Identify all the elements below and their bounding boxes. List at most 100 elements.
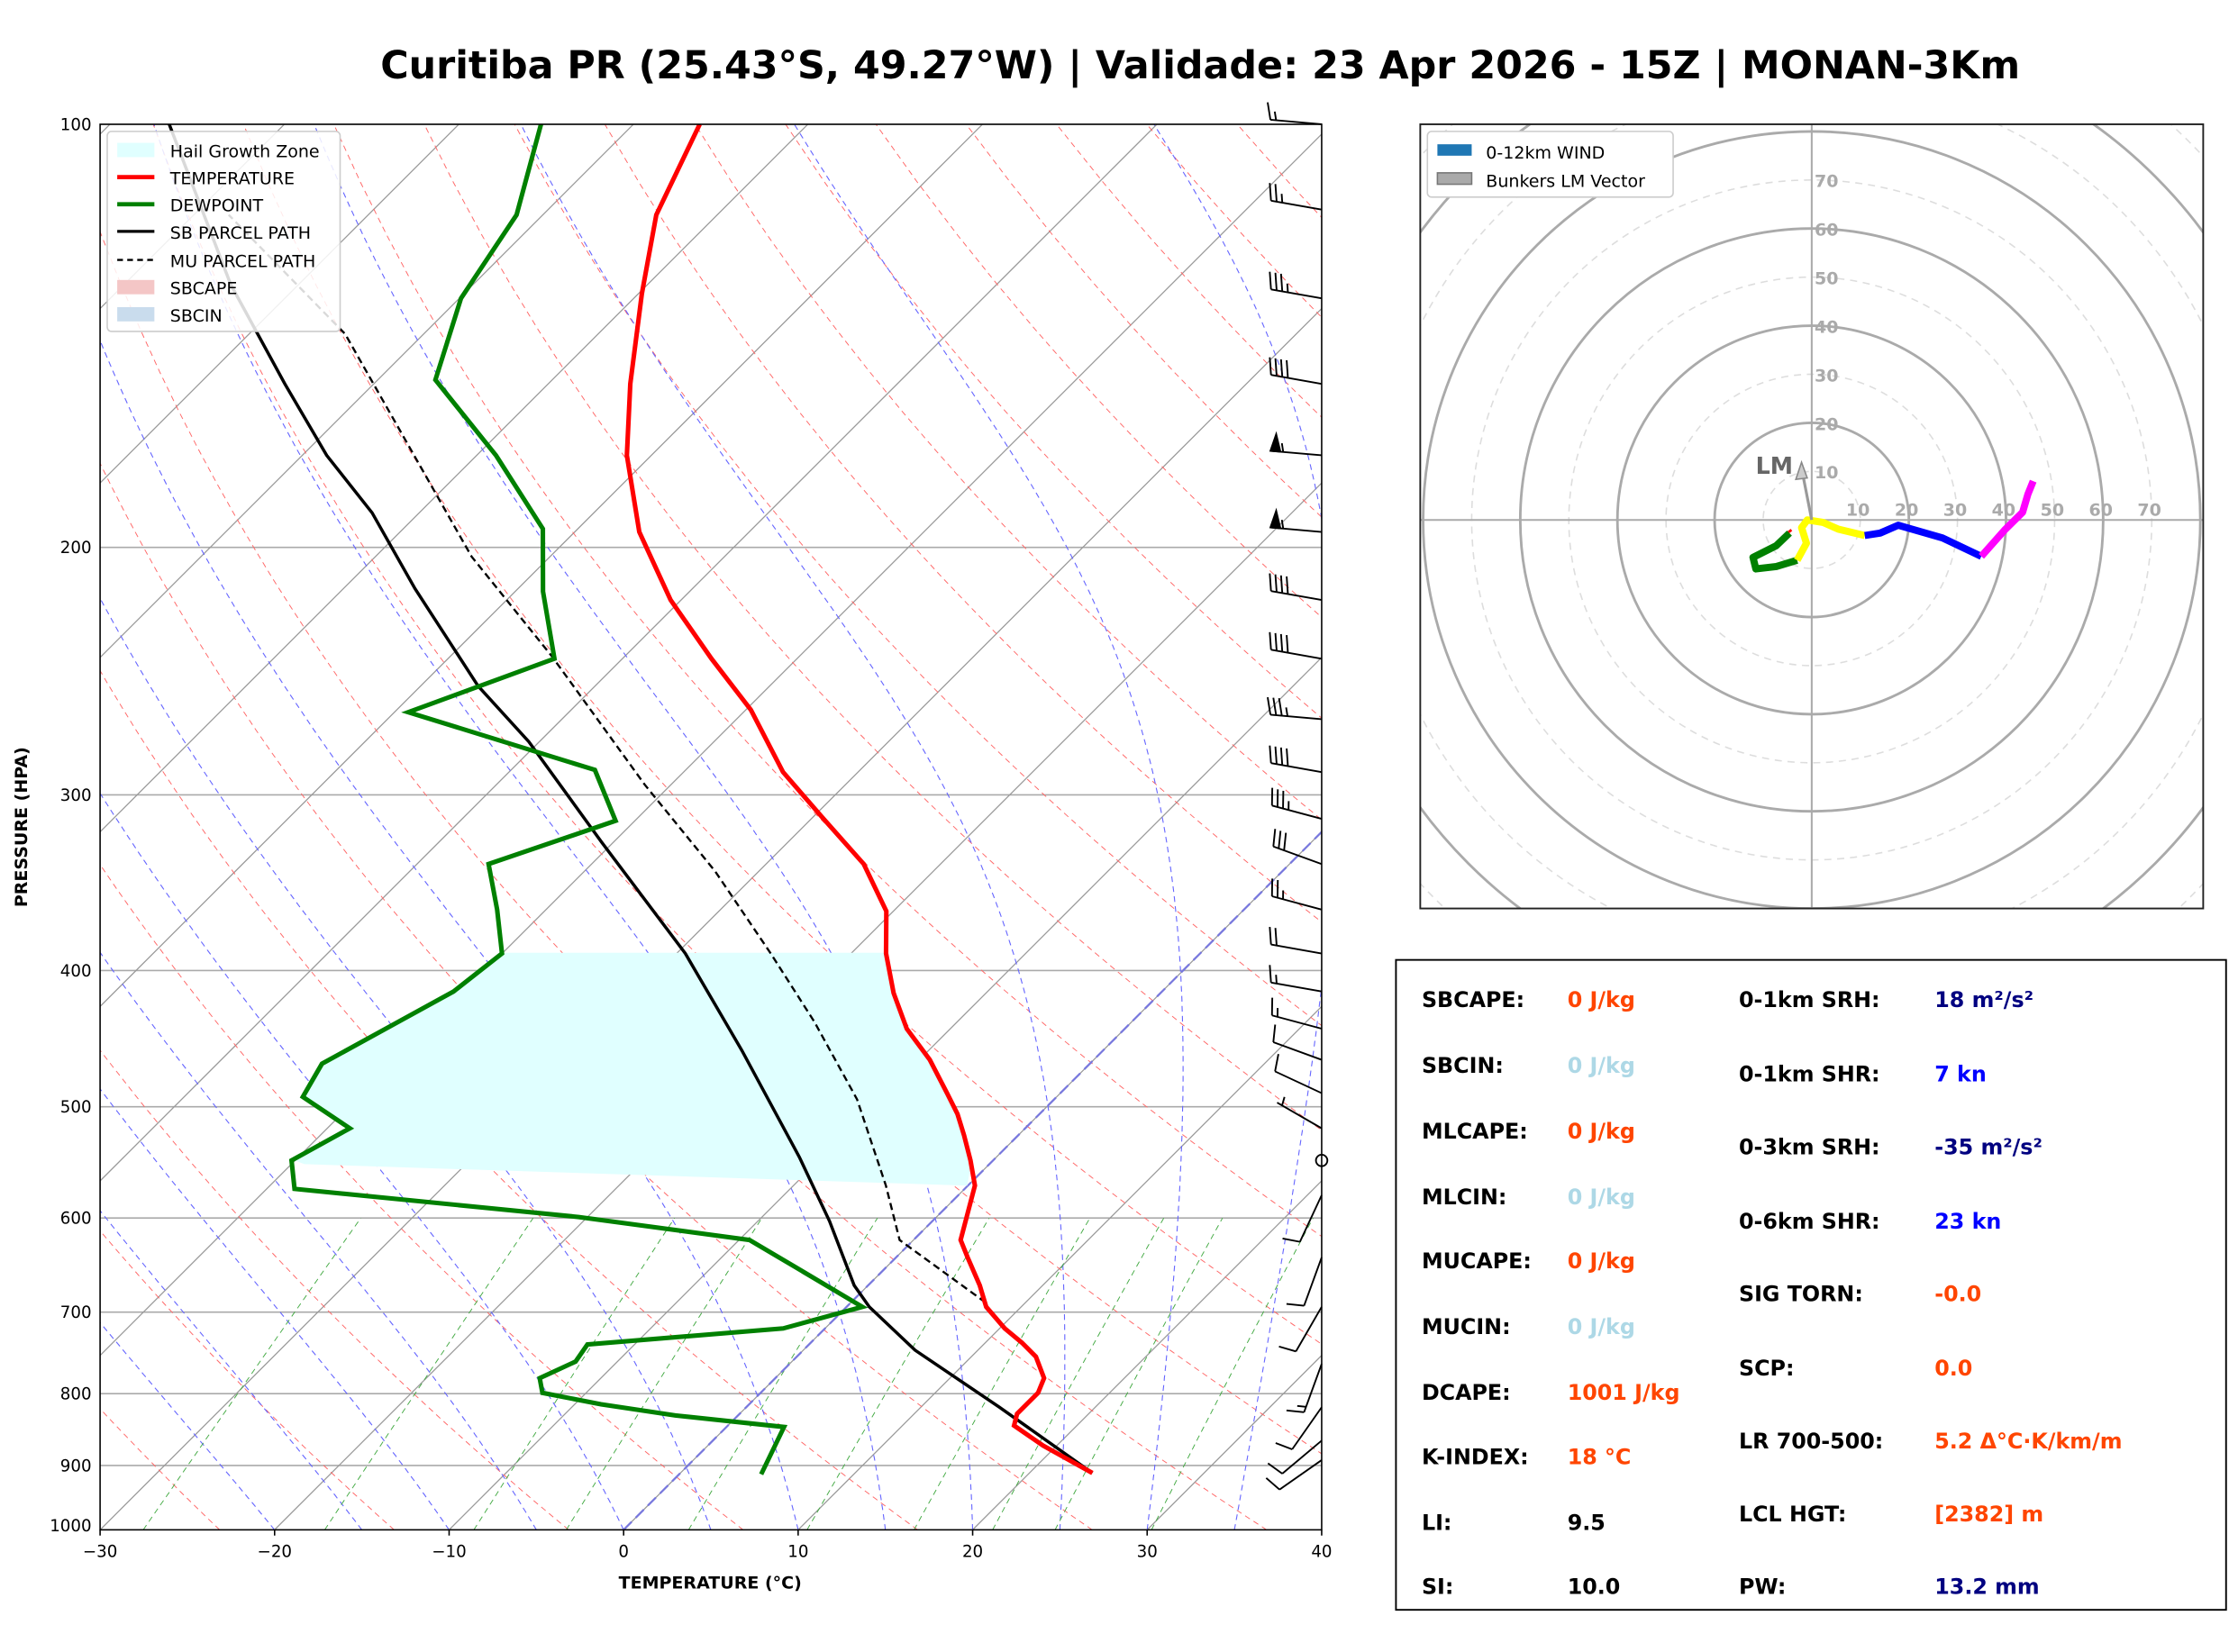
- stat-label: MLCIN:: [1422, 1185, 1506, 1210]
- stat-value: 1001 J/kg: [1568, 1380, 1680, 1405]
- stat-value: 0 J/kg: [1568, 1314, 1635, 1339]
- stat-value: 18 m²/s²: [1934, 987, 2033, 1012]
- stat-label: 0-1km SHR:: [1739, 1061, 1880, 1086]
- stat-label: 0-1km SRH:: [1739, 987, 1880, 1012]
- stat-value: 5.2 Δ°C·K/km/m: [1934, 1429, 2122, 1454]
- skew-t-legend: Hail Growth Zone TEMPERATURE DEWPOINT SB…: [107, 132, 340, 331]
- legend-lm: Bunkers LM Vector: [1486, 172, 1645, 192]
- stat-value: 18 °C: [1568, 1444, 1632, 1469]
- stat-label: SIG TORN:: [1739, 1282, 1863, 1307]
- isotherm: [0, 124, 808, 1529]
- moist-adiabat: [26, 124, 798, 1529]
- x-tick-label: 30: [1137, 1543, 1158, 1562]
- stat-label: SCP:: [1739, 1356, 1794, 1381]
- wind-barb: [1272, 878, 1322, 909]
- x-tick-label: −10: [432, 1543, 466, 1562]
- stat-value: 0 J/kg: [1568, 987, 1635, 1012]
- legend-swatch-wind: [1437, 144, 1471, 156]
- isotherm: [0, 124, 1157, 1529]
- x-tick-label: 0: [618, 1543, 629, 1562]
- wind-barb: [1275, 1054, 1322, 1093]
- wind-barb: [1269, 183, 1322, 209]
- y-tick-label: 800: [60, 1385, 92, 1404]
- dry-adiabat: [153, 124, 1442, 1529]
- legend-swatch-sbcape: [117, 280, 154, 295]
- y-tick-label: 200: [60, 539, 92, 558]
- legend-swatch-lm: [1437, 173, 1471, 185]
- legend-mu-parcel: MU PARCEL PATH: [170, 252, 316, 272]
- dry-adiabat: [0, 124, 220, 1529]
- ring-label-x: 50: [2041, 500, 2064, 520]
- stat-label: DCAPE:: [1422, 1380, 1511, 1405]
- mixing-ratio-line: [143, 1218, 361, 1529]
- legend-sb-parcel: SB PARCEL PATH: [170, 223, 311, 243]
- ring-label-y: 60: [1815, 221, 1838, 241]
- legend-wind: 0-12km WIND: [1486, 143, 1605, 163]
- ring-label-y: 20: [1815, 414, 1838, 434]
- y-tick-label: 600: [60, 1210, 92, 1229]
- wind-barb: [1269, 965, 1322, 991]
- wind-barb: [1269, 746, 1322, 772]
- moist-adiabat: [314, 124, 973, 1529]
- stat-label: K-INDEX:: [1422, 1444, 1529, 1469]
- wind-barb: [1269, 927, 1322, 953]
- legend-dewpoint: DEWPOINT: [170, 196, 264, 216]
- stat-label: LR 700-500:: [1739, 1429, 1883, 1454]
- dry-adiabat: [0, 124, 394, 1529]
- legend-sbcape: SBCAPE: [170, 279, 238, 299]
- moist-adiabat: [795, 124, 1183, 1529]
- stat-value: 0 J/kg: [1568, 1248, 1635, 1274]
- ring-label-y: 70: [1815, 172, 1838, 192]
- moist-adiabat: [0, 124, 623, 1529]
- legend-swatch-sbcin: [117, 307, 154, 322]
- wind-barb: [1269, 632, 1322, 658]
- moist-adiabat: [0, 124, 362, 1529]
- stat-label: PW:: [1739, 1575, 1786, 1600]
- dry-adiabat: [0, 124, 917, 1529]
- legend-hgz: Hail Growth Zone: [170, 141, 320, 161]
- stat-value: 7 kn: [1934, 1061, 1987, 1086]
- legend-swatch-hgz: [117, 143, 154, 158]
- stat-value: 10.0: [1568, 1575, 1621, 1600]
- isotherm: [0, 124, 633, 1529]
- isotherm: [0, 124, 1332, 1529]
- legend-temperature: TEMPERATURE: [169, 169, 295, 189]
- x-tick-label: −20: [258, 1543, 292, 1562]
- moist-adiabat: [154, 124, 886, 1529]
- wind-barb: [1272, 788, 1322, 819]
- mixing-ratio-line: [993, 1218, 1164, 1529]
- x-tick-label: 10: [787, 1543, 808, 1562]
- mixing-ratio-line: [1055, 1218, 1223, 1529]
- x-tick-label: 40: [1311, 1543, 1332, 1562]
- ring-label-y: 40: [1815, 317, 1838, 337]
- stat-value: 13.2 mm: [1934, 1575, 2039, 1600]
- y-tick-label: 400: [60, 962, 92, 981]
- wind-barb: [1287, 1257, 1322, 1306]
- isotherm: [100, 124, 1506, 1529]
- stat-value: -35 m²/s²: [1934, 1134, 2042, 1159]
- figure-title: Curitiba PR (25.43°S, 49.27°W) | Validad…: [380, 43, 2020, 88]
- stat-label: LCL HGT:: [1739, 1502, 1846, 1527]
- y-tick-label: 300: [60, 786, 92, 805]
- moist-adiabat: [0, 124, 711, 1529]
- mixing-ratio-line: [567, 1218, 762, 1529]
- ring-label-y: 50: [1815, 269, 1838, 289]
- dewpoint-line: [292, 124, 863, 1475]
- stat-label: MLCAPE:: [1422, 1119, 1528, 1144]
- stat-value: 23 kn: [1934, 1209, 2001, 1234]
- stat-value: 0.0: [1934, 1356, 1972, 1381]
- dry-adiabat: [0, 124, 1092, 1529]
- wind-barb: [1276, 1407, 1322, 1449]
- stat-label: LI:: [1422, 1510, 1452, 1535]
- wind-barb: [1277, 1097, 1321, 1129]
- x-tick-label: 20: [962, 1543, 983, 1562]
- ring-label-x: 30: [1943, 500, 1967, 520]
- mixing-ratio-line: [807, 1218, 989, 1529]
- stat-value: 0 J/kg: [1568, 1119, 1635, 1144]
- stat-label: 0-3km SRH:: [1739, 1134, 1880, 1159]
- wind-barb: [1268, 697, 1322, 719]
- wind-barb: [1270, 434, 1322, 456]
- ring-label-x: 70: [2137, 500, 2161, 520]
